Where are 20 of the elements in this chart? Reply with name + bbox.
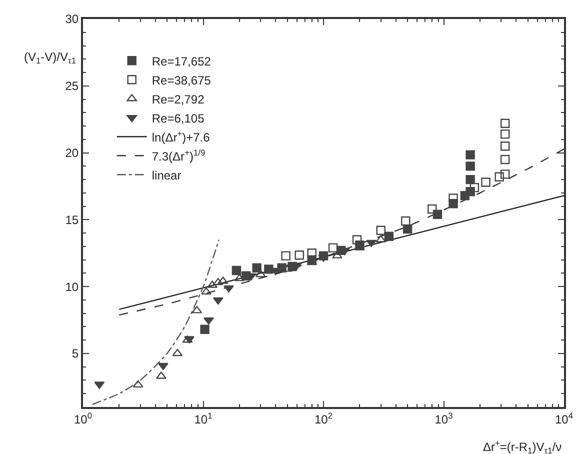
x-tick-label: 10$^{4}$ — [554, 410, 574, 426]
y-tick-label: 25 — [65, 79, 79, 94]
x-tick-label: 10$^{3}$ — [434, 410, 454, 426]
y-tick-label: 10 — [65, 280, 79, 294]
legend-label: Re=2,792 — [152, 92, 205, 106]
y-tick-label: 5 — [72, 346, 79, 361]
legend-label: linear — [152, 168, 182, 182]
x-tick-label: 10$^{1}$ — [194, 410, 213, 426]
y-tick-label: 20 — [65, 146, 79, 160]
x-axis-title: Δr$^{+}$=(r-R$_{1}$)V$_{τ1}$/ν — [483, 438, 562, 454]
legend-label: ln(Δr$^{+}$)+7.6 — [152, 128, 210, 144]
y-tick-label: 30 — [65, 12, 79, 26]
x-tick-label: 10$^{2}$ — [314, 410, 333, 426]
x-tick-label: 10$^{0}$ — [74, 410, 92, 426]
legend-label: Re=38,675 — [152, 73, 212, 88]
legend-label: Re=17,652 — [152, 54, 212, 68]
legend-label: Re=6,105 — [152, 111, 205, 126]
legend-label: 7.3(Δr$^{+}$)$^{1/9}$ — [152, 147, 206, 164]
y-tick-label: 15 — [65, 212, 79, 227]
y-axis-title: (V$_{1}$-V)/V$_{τ1}$ — [24, 50, 76, 66]
